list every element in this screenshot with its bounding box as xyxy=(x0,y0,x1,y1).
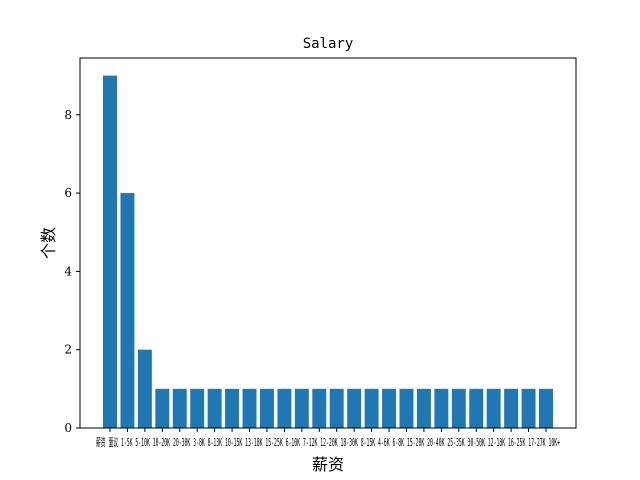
bar-0 xyxy=(103,75,117,429)
bar-1 xyxy=(120,193,135,428)
bar-11 xyxy=(294,388,309,428)
bar-23 xyxy=(504,388,519,428)
bar-8 xyxy=(242,388,257,428)
y-axis: 0 2 4 6 8 xyxy=(64,108,80,435)
bars-group xyxy=(103,75,553,429)
bar-15 xyxy=(364,388,379,428)
bar-21 xyxy=(469,388,484,428)
y-tick-label-8: 8 xyxy=(64,108,72,122)
bar-4 xyxy=(172,388,187,428)
bar-9 xyxy=(259,388,274,428)
bar-22 xyxy=(486,388,501,428)
x-axis xyxy=(109,428,547,432)
bar-14 xyxy=(347,388,362,428)
y-tick-label-4: 4 xyxy=(64,264,72,278)
bar-6 xyxy=(207,388,222,428)
bar-3 xyxy=(155,388,170,428)
bar-25 xyxy=(539,388,553,428)
chart-title: Salary xyxy=(303,36,354,52)
bar-24 xyxy=(521,388,536,428)
y-axis-label: 个数 xyxy=(39,227,58,259)
y-tick-label-2: 2 xyxy=(64,343,72,357)
plot-frame xyxy=(79,57,577,429)
bar-13 xyxy=(329,388,344,428)
bar-16 xyxy=(382,388,397,428)
bar-19 xyxy=(434,388,449,428)
bar-7 xyxy=(225,388,240,428)
bar-18 xyxy=(416,388,431,428)
bar-20 xyxy=(451,388,466,428)
bar-12 xyxy=(312,388,327,428)
x-axis-label: 薪资 xyxy=(312,455,344,474)
y-tick-label-0: 0 xyxy=(64,421,72,435)
y-tick-label-6: 6 xyxy=(64,186,72,200)
x-tick-labels: 薪资 面议 1-5K 5-10K 10-20K 20-30K 3-8K 8-13… xyxy=(96,436,560,449)
bar-10 xyxy=(277,388,292,428)
bar-2 xyxy=(137,349,152,428)
bar-5 xyxy=(190,388,205,428)
bar-17 xyxy=(399,388,414,428)
